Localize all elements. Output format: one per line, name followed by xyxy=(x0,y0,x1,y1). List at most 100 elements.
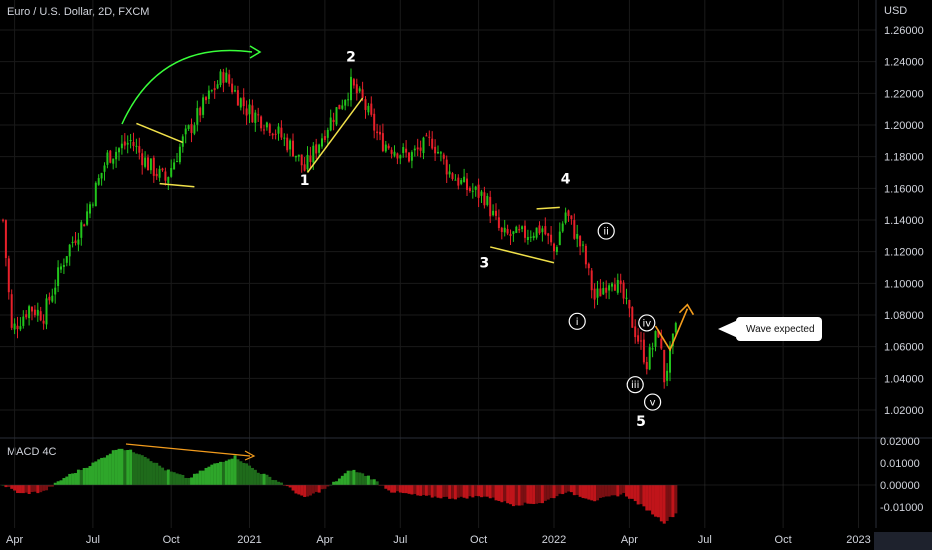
macd-bar xyxy=(129,449,133,485)
macd-tick-label: 0.01000 xyxy=(880,458,920,470)
macd-bar xyxy=(477,485,481,497)
candle-down xyxy=(161,168,164,171)
candle-up xyxy=(126,142,129,145)
macd-bar xyxy=(155,462,159,485)
macd-bar xyxy=(575,485,579,495)
macd-bar xyxy=(567,485,571,492)
price-tick-label: 1.16000 xyxy=(884,183,924,195)
candle-up xyxy=(45,298,48,325)
candle-down xyxy=(584,245,587,265)
macd-bar xyxy=(105,455,109,485)
candle-up xyxy=(611,283,613,287)
candle-up xyxy=(344,99,347,106)
macd-bar xyxy=(166,469,170,485)
macd-bar xyxy=(436,485,440,498)
candle-up xyxy=(486,195,489,205)
time-tick-label: Apr xyxy=(316,534,333,546)
time-tick-label: 2022 xyxy=(542,534,566,546)
macd-bar xyxy=(349,470,353,485)
candle-up xyxy=(144,157,147,167)
price-tick-label: 1.10000 xyxy=(884,278,924,290)
macd-bar xyxy=(236,459,240,485)
candle-up xyxy=(106,152,109,165)
candle-down xyxy=(628,299,631,309)
axes[interactable]: 1.26000 1.24000 1.22000 1.20000 1.18000 1.160… xyxy=(0,25,932,550)
macd-bar xyxy=(152,462,156,485)
candle-down xyxy=(228,74,231,84)
macd-bar xyxy=(520,485,524,506)
candle-up xyxy=(329,117,332,131)
macd-bar xyxy=(453,485,457,500)
price-tick-label: 1.08000 xyxy=(884,310,924,322)
candle-down xyxy=(434,146,437,154)
macd-bar xyxy=(277,481,281,485)
candle-up xyxy=(289,140,292,150)
candle-down xyxy=(587,263,590,269)
candle-up xyxy=(89,204,91,214)
macd-bar xyxy=(97,459,101,485)
candle-up xyxy=(80,222,83,238)
wave-label-ii: ii xyxy=(603,227,609,238)
candle-up xyxy=(115,151,118,160)
candle-up xyxy=(120,143,123,149)
candle-down xyxy=(245,108,248,116)
candle-up xyxy=(234,90,236,92)
macd-bar xyxy=(419,485,423,496)
macd-bar xyxy=(593,485,597,502)
candle-down xyxy=(593,288,596,300)
macd-bar xyxy=(279,482,283,485)
macd-bar xyxy=(445,485,449,497)
candle-up xyxy=(62,264,65,267)
candle-down xyxy=(257,114,260,116)
macd-bar xyxy=(94,461,98,485)
macd-bar xyxy=(401,485,405,494)
candle-down xyxy=(31,306,33,312)
candle-up xyxy=(648,347,651,370)
candle-up xyxy=(454,179,457,181)
macd-bar xyxy=(462,485,466,498)
candle-down xyxy=(416,147,419,150)
macd-bar xyxy=(433,485,437,497)
candle-up xyxy=(184,128,187,135)
macd-bar xyxy=(581,485,585,499)
macd-bar xyxy=(233,455,237,485)
candle-up xyxy=(306,154,309,170)
candle-down xyxy=(599,288,602,297)
macd-bar xyxy=(503,485,507,502)
candle-down xyxy=(141,153,144,166)
macd-bar xyxy=(285,485,289,487)
candle-down xyxy=(361,89,364,98)
macd-bar xyxy=(659,485,663,522)
macd-bar xyxy=(71,473,75,485)
macd-bar xyxy=(332,481,336,485)
candle-up xyxy=(118,148,120,153)
candle-down xyxy=(466,178,468,190)
macd-bar xyxy=(337,478,341,485)
macd-bar xyxy=(184,477,188,485)
wave-label-4: 4 xyxy=(561,172,571,188)
macd-bar xyxy=(480,485,484,498)
macd-bar xyxy=(172,472,176,485)
macd-bar xyxy=(300,485,304,496)
macd-bar xyxy=(175,473,179,485)
macd-bar xyxy=(596,485,600,501)
wave-label-circle xyxy=(597,222,615,240)
macd-bar xyxy=(474,485,478,496)
macd-bar xyxy=(178,474,182,485)
wave-label-iii: iii xyxy=(631,380,639,391)
candle-down xyxy=(457,177,460,186)
macd-bar xyxy=(47,485,51,487)
candle-up xyxy=(561,223,564,232)
macd-bar xyxy=(468,485,472,497)
candle-up xyxy=(167,177,170,183)
macd-bar xyxy=(21,485,25,494)
macd-bar xyxy=(395,485,399,492)
macd-bar xyxy=(120,448,124,485)
macd-bar xyxy=(111,450,115,485)
macd-bar xyxy=(459,485,463,497)
macd-bar xyxy=(584,485,588,499)
trendline xyxy=(490,246,555,264)
macd-bar xyxy=(294,485,298,494)
